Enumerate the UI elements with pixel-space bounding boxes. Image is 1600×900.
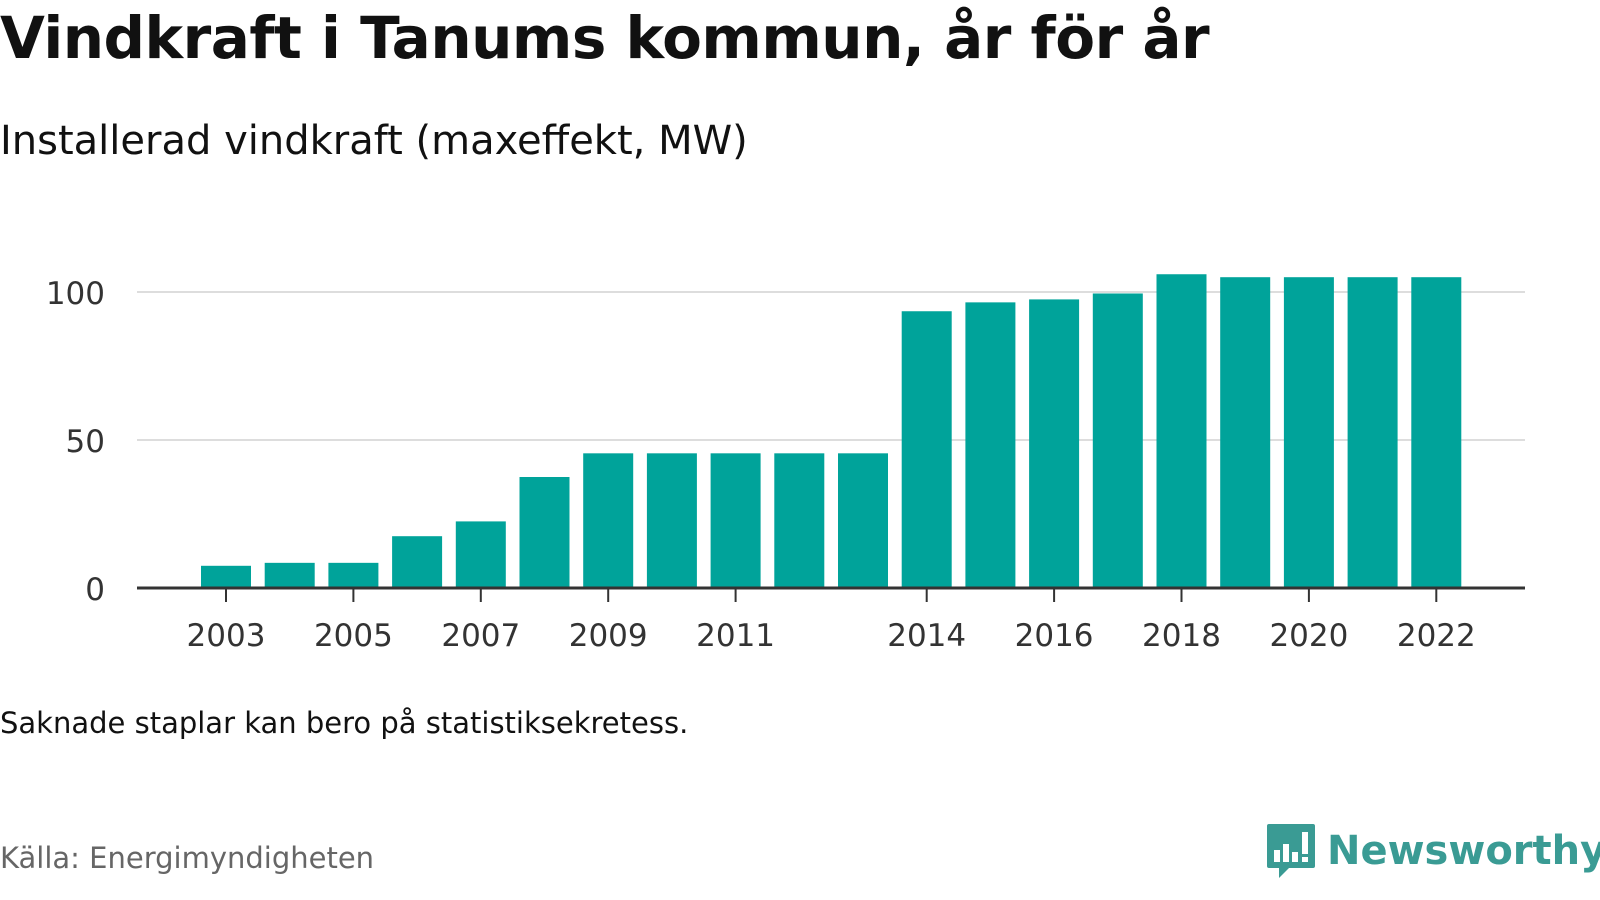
y-tick-label: 0	[85, 572, 105, 608]
bar-2003	[201, 565, 251, 588]
bar-2007	[455, 521, 506, 588]
bar-chart: 2003 2005 2007 2009 2011 2014 2016 2018 2020 2022…	[46, 274, 1525, 654]
x-tick-label: 2009	[569, 618, 648, 654]
bar-2013	[838, 453, 888, 588]
bar-2021	[1347, 277, 1398, 588]
x-tick-label: 2022	[1397, 618, 1476, 654]
bar-2009	[583, 453, 634, 588]
bar-2011	[710, 453, 761, 588]
bar-2016	[1029, 299, 1080, 588]
chart-subtitle: Installerad vindkraft (maxeffekt, MW)	[0, 118, 748, 164]
chart-title: Vindkraft i Tanums kommun, år för år	[0, 4, 1210, 72]
bar-2014	[901, 311, 952, 588]
bar-2018	[1156, 274, 1207, 588]
x-tick-label: 2005	[314, 618, 393, 654]
x-tick-label: 2018	[1142, 618, 1221, 654]
bar-2005	[328, 562, 379, 588]
bar-2015	[965, 302, 1016, 588]
bar-2006	[392, 536, 443, 588]
y-tick-label: 100	[46, 276, 105, 312]
bars	[201, 274, 1462, 588]
x-axis: 2003 2005 2007 2009 2011 2014 2016 2018 2020 2022	[137, 586, 1525, 654]
bar-2017	[1092, 293, 1143, 588]
bar-2012	[774, 453, 825, 588]
x-tick-label: 2011	[696, 618, 775, 654]
y-axis-ticks: 0 50 100	[46, 276, 105, 608]
x-tick-label: 2020	[1269, 618, 1348, 654]
bar-2004	[264, 562, 315, 588]
newsworthy-logo[interactable]: Newsworthy	[1265, 822, 1600, 880]
source-label: Källa: Energimyndigheten	[0, 841, 375, 875]
y-tick-label: 50	[66, 424, 105, 460]
bar-2010	[646, 453, 697, 588]
footnote: Saknade staplar kan bero på statistiksek…	[0, 706, 689, 740]
x-tick-label: 2003	[187, 618, 266, 654]
logo-text: Newsworthy	[1327, 828, 1600, 874]
newsworthy-logo-icon	[1267, 824, 1315, 878]
bar-2022	[1411, 277, 1462, 588]
x-tick-label: 2014	[887, 618, 966, 654]
bar-2020	[1283, 277, 1334, 588]
x-tick-label: 2016	[1015, 618, 1094, 654]
x-tick-label: 2007	[441, 618, 520, 654]
bar-2019	[1220, 277, 1271, 588]
bar-2008	[519, 477, 570, 588]
